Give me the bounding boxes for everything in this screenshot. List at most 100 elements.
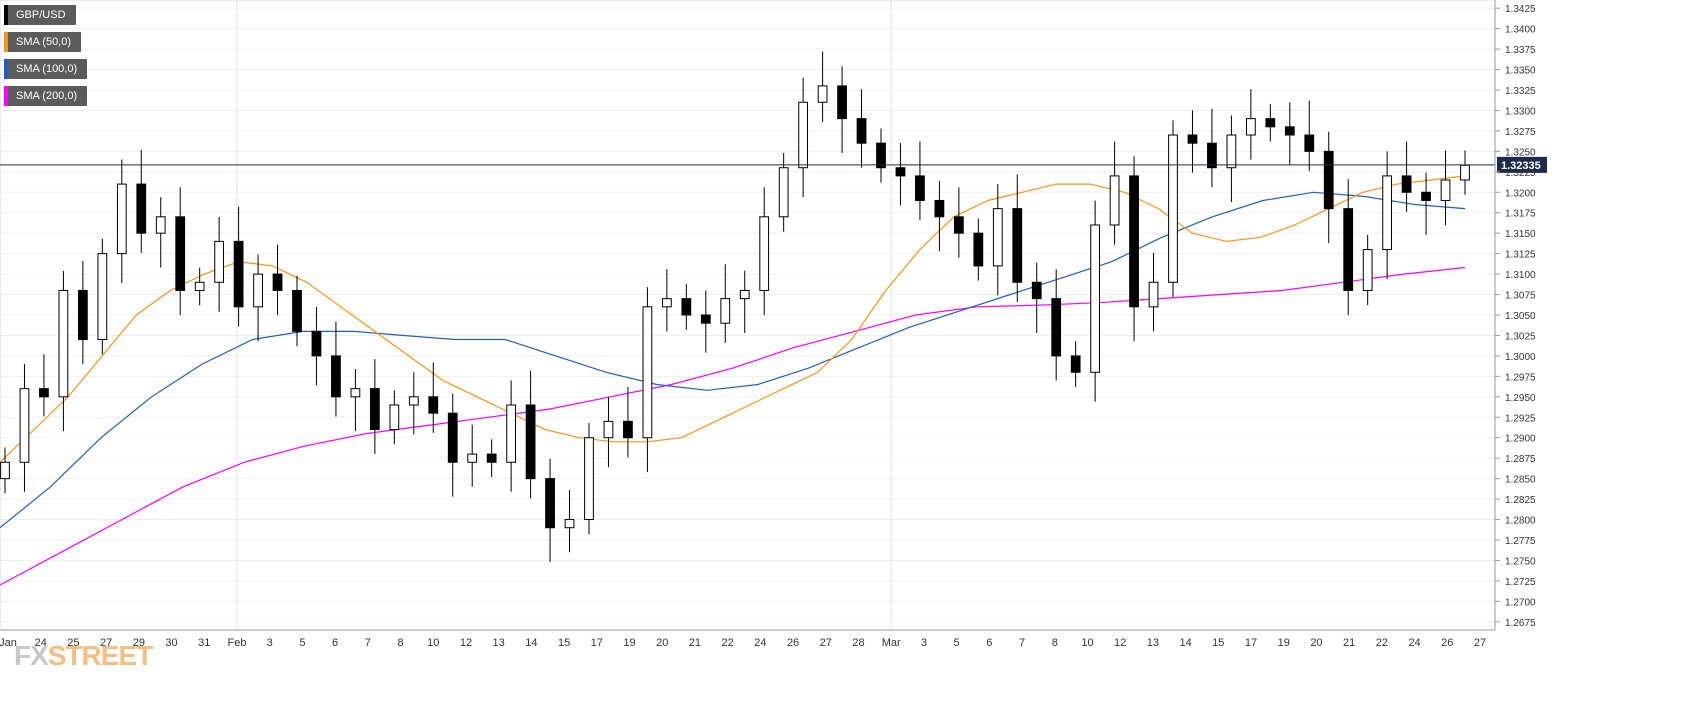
candle	[155, 197, 166, 268]
last-price-line: 1.32335	[0, 156, 1547, 173]
x-tick-label: 14	[1179, 637, 1191, 649]
x-tick-label: 29	[133, 637, 145, 649]
candle	[876, 128, 886, 183]
sma-polyline	[0, 266, 1466, 586]
candle	[1168, 120, 1178, 297]
y-tick-label: 1.3350	[1505, 66, 1536, 77]
x-tick-label: 10	[1081, 637, 1093, 649]
y-tick-label: 1.3025	[1505, 331, 1536, 342]
candle	[194, 267, 205, 306]
candle	[19, 364, 30, 492]
x-tick-label: 7	[365, 637, 371, 649]
x-tick-label: 27	[820, 637, 832, 649]
y-tick-label: 1.2825	[1505, 495, 1536, 506]
candle	[700, 290, 711, 353]
y-tick-label: 1.2675	[1505, 618, 1536, 629]
candle	[778, 153, 789, 232]
candle	[1265, 103, 1276, 142]
candle	[486, 439, 497, 477]
candle	[584, 423, 594, 535]
candle	[447, 393, 458, 497]
candle	[856, 89, 867, 168]
x-tick-label: 3	[267, 637, 273, 649]
y-tick-label: 1.2950	[1505, 393, 1536, 404]
candle	[1187, 110, 1198, 173]
candle	[369, 359, 380, 455]
candle	[1382, 151, 1393, 279]
candle	[175, 187, 186, 315]
legend-item-sma50[interactable]: SMA (50,0)	[4, 32, 82, 52]
legend-item-gbpusd[interactable]: GBP/USD	[4, 5, 76, 25]
x-tick-label: 21	[689, 637, 701, 649]
x-tick-label: Mar	[882, 637, 901, 649]
x-tick-label: 30	[165, 637, 177, 649]
candle	[798, 77, 809, 198]
x-tick-label: 26	[1441, 637, 1453, 649]
x-tick-label: 10	[427, 637, 439, 649]
candle	[1090, 200, 1101, 402]
candle	[1245, 89, 1256, 160]
last-price-label: 1.32335	[1501, 160, 1541, 172]
candle	[837, 66, 847, 153]
candle	[895, 143, 906, 206]
sma-100-line	[0, 191, 1466, 529]
candle	[1070, 341, 1081, 387]
x-tick-label: 27	[1474, 637, 1486, 649]
x-tick-label: 20	[656, 637, 668, 649]
candle	[408, 372, 419, 435]
sma-polyline	[0, 175, 1466, 463]
x-tick-label: 24	[1408, 637, 1420, 649]
candle	[1401, 141, 1412, 212]
candle	[1362, 234, 1373, 306]
x-tick-label: 22	[1376, 637, 1388, 649]
y-tick-label: 1.3100	[1505, 270, 1536, 281]
sma-polyline	[0, 191, 1466, 529]
candle	[0, 447, 10, 494]
y-tick-label: 1.2900	[1505, 434, 1536, 445]
x-tick-label: 13	[493, 637, 505, 649]
x-tick-label: 22	[722, 637, 734, 649]
y-tick-label: 1.3400	[1505, 25, 1536, 36]
y-tick-label: 1.3050	[1505, 311, 1536, 322]
x-tick-label: 6	[986, 637, 992, 649]
x-tick-label: Feb	[227, 637, 246, 649]
candle	[214, 216, 225, 312]
candle	[661, 269, 672, 332]
candle	[311, 306, 322, 386]
candle	[77, 261, 88, 365]
y-tick-label: 1.2700	[1505, 597, 1536, 608]
y-tick-label: 1.2800	[1505, 516, 1536, 527]
y-tick-label: 1.3250	[1505, 147, 1536, 158]
x-tick-label: 21	[1343, 637, 1355, 649]
x-tick-label: 19	[623, 637, 635, 649]
candle	[1284, 102, 1295, 165]
legend-item-sma200[interactable]: SMA (200,0)	[4, 86, 88, 106]
x-tick-label: 27	[100, 637, 112, 649]
candle	[1051, 269, 1062, 381]
y-tick-label: 1.2925	[1505, 413, 1536, 424]
x-tick-label: 3	[921, 637, 927, 649]
x-tick-label: 31	[198, 637, 210, 649]
x-tick-label: 26	[787, 637, 799, 649]
x-tick-label: 6	[332, 637, 338, 649]
candle	[525, 370, 536, 499]
candle	[623, 387, 633, 458]
candle	[1440, 150, 1451, 225]
legend-swatch	[4, 5, 8, 25]
candle	[1012, 174, 1023, 302]
candle	[1109, 141, 1120, 245]
candle	[116, 159, 127, 284]
candle	[292, 275, 302, 347]
y-tick-label: 1.3125	[1505, 250, 1536, 261]
y-tick-label: 1.3075	[1505, 291, 1536, 302]
candle	[759, 187, 770, 315]
legend-swatch	[4, 86, 8, 106]
candle	[817, 51, 828, 122]
candle	[915, 141, 925, 221]
x-tick-label: 12	[460, 637, 472, 649]
legend-swatch	[4, 32, 8, 52]
y-tick-label: 1.3175	[1505, 209, 1536, 220]
candle	[1148, 252, 1159, 332]
legend-item-sma100[interactable]: SMA (100,0)	[4, 59, 88, 79]
